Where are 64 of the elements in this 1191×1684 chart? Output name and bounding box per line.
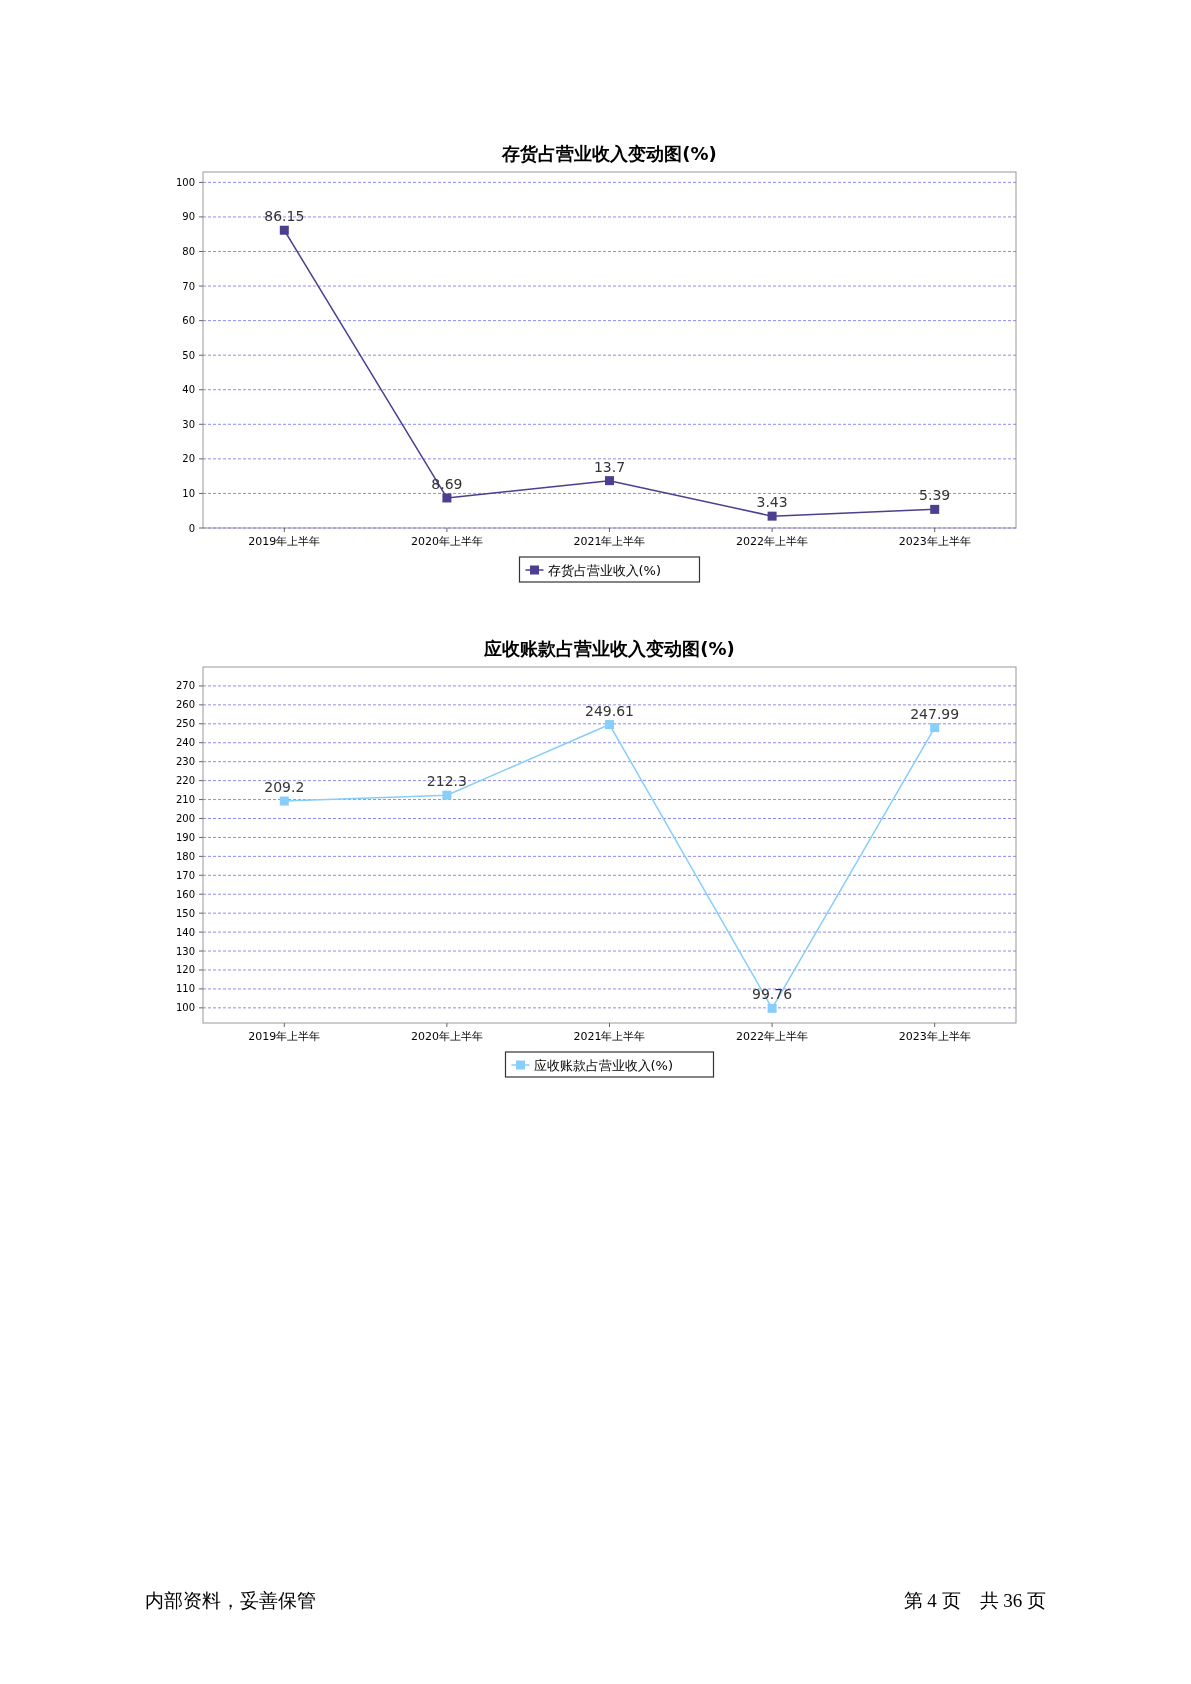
y-tick-label: 0 bbox=[188, 522, 195, 534]
legend-label: 存货占营业收入(%) bbox=[547, 563, 661, 578]
y-tick-label: 20 bbox=[182, 453, 195, 465]
y-tick-label: 60 bbox=[182, 315, 195, 327]
x-tick-label: 2020年上半年 bbox=[410, 535, 483, 548]
point bbox=[605, 720, 614, 730]
x-tick-label: 2019年上半年 bbox=[248, 1030, 321, 1043]
y-tick-label: 100 bbox=[175, 1002, 195, 1014]
y-tick-label: 270 bbox=[175, 680, 195, 692]
y-tick-label: 70 bbox=[182, 280, 195, 292]
y-tick-label: 80 bbox=[182, 246, 195, 257]
x-tick-label: 2023年上半年 bbox=[898, 535, 971, 548]
data-label: 13.7 bbox=[593, 458, 626, 475]
point bbox=[279, 225, 289, 235]
text: 内部资料，妥善保管 bbox=[145, 1590, 316, 1611]
x-tick-label: 2021年上半年 bbox=[573, 1030, 646, 1043]
y-tick-label: 40 bbox=[182, 384, 195, 396]
y-tick-label: 110 bbox=[175, 983, 195, 995]
y-tick-label: 240 bbox=[175, 737, 195, 749]
y-tick-label: 190 bbox=[175, 831, 195, 843]
y-tick-label: 180 bbox=[175, 850, 195, 862]
point bbox=[767, 1003, 777, 1013]
y-tick-label: 160 bbox=[175, 888, 195, 900]
x-tick-label: 2020年上半年 bbox=[410, 1030, 483, 1043]
y-tick-label: 140 bbox=[175, 926, 195, 938]
legend-label: 应收账款占营业收入(%) bbox=[533, 1058, 673, 1073]
chart-title: 应收账款占营业收入变动图(%) bbox=[483, 638, 735, 659]
point bbox=[442, 493, 452, 503]
data-label: 209.2 bbox=[264, 779, 305, 796]
y-tick-label: 100 bbox=[175, 176, 195, 188]
x-tick-label: 2022年上半年 bbox=[736, 1030, 809, 1043]
data-label: 247.99 bbox=[910, 705, 960, 722]
y-tick-label: 230 bbox=[175, 756, 195, 768]
data-label: 99.76 bbox=[752, 986, 793, 1003]
data-label: 3.43 bbox=[756, 494, 788, 511]
data-label: 249.61 bbox=[585, 702, 634, 719]
y-tick-label: 10 bbox=[182, 487, 195, 499]
y-tick-label: 210 bbox=[175, 794, 195, 806]
x-tick-label: 2021年上半年 bbox=[573, 535, 646, 548]
data-label: 212.3 bbox=[426, 773, 467, 790]
y-tick-label: 30 bbox=[182, 418, 195, 430]
y-tick-label: 90 bbox=[182, 211, 195, 223]
point bbox=[767, 511, 777, 521]
chart-title: 存货占营业收入变动图(%) bbox=[501, 143, 717, 164]
y-tick-label: 50 bbox=[182, 349, 195, 361]
y-tick-label: 130 bbox=[175, 945, 195, 957]
x-tick-label: 2022年上半年 bbox=[736, 535, 809, 548]
y-tick-label: 170 bbox=[175, 869, 195, 881]
text: 第 4 页 共 36 页 bbox=[903, 1590, 1046, 1611]
point bbox=[442, 790, 452, 800]
point bbox=[930, 723, 940, 733]
x-tick-label: 2023年上半年 bbox=[898, 1030, 971, 1043]
y-tick-label: 120 bbox=[175, 964, 195, 976]
y-tick-label: 220 bbox=[175, 775, 195, 787]
y-tick-label: 260 bbox=[175, 699, 195, 711]
point bbox=[279, 796, 289, 806]
data-label: 86.15 bbox=[264, 208, 305, 225]
y-tick-label: 200 bbox=[175, 812, 195, 824]
x-tick-label: 2019年上半年 bbox=[248, 535, 321, 548]
point bbox=[930, 504, 940, 514]
y-tick-label: 150 bbox=[175, 907, 195, 919]
y-tick-label: 250 bbox=[175, 718, 195, 730]
point bbox=[605, 476, 614, 486]
data-label: 5.39 bbox=[919, 487, 951, 504]
